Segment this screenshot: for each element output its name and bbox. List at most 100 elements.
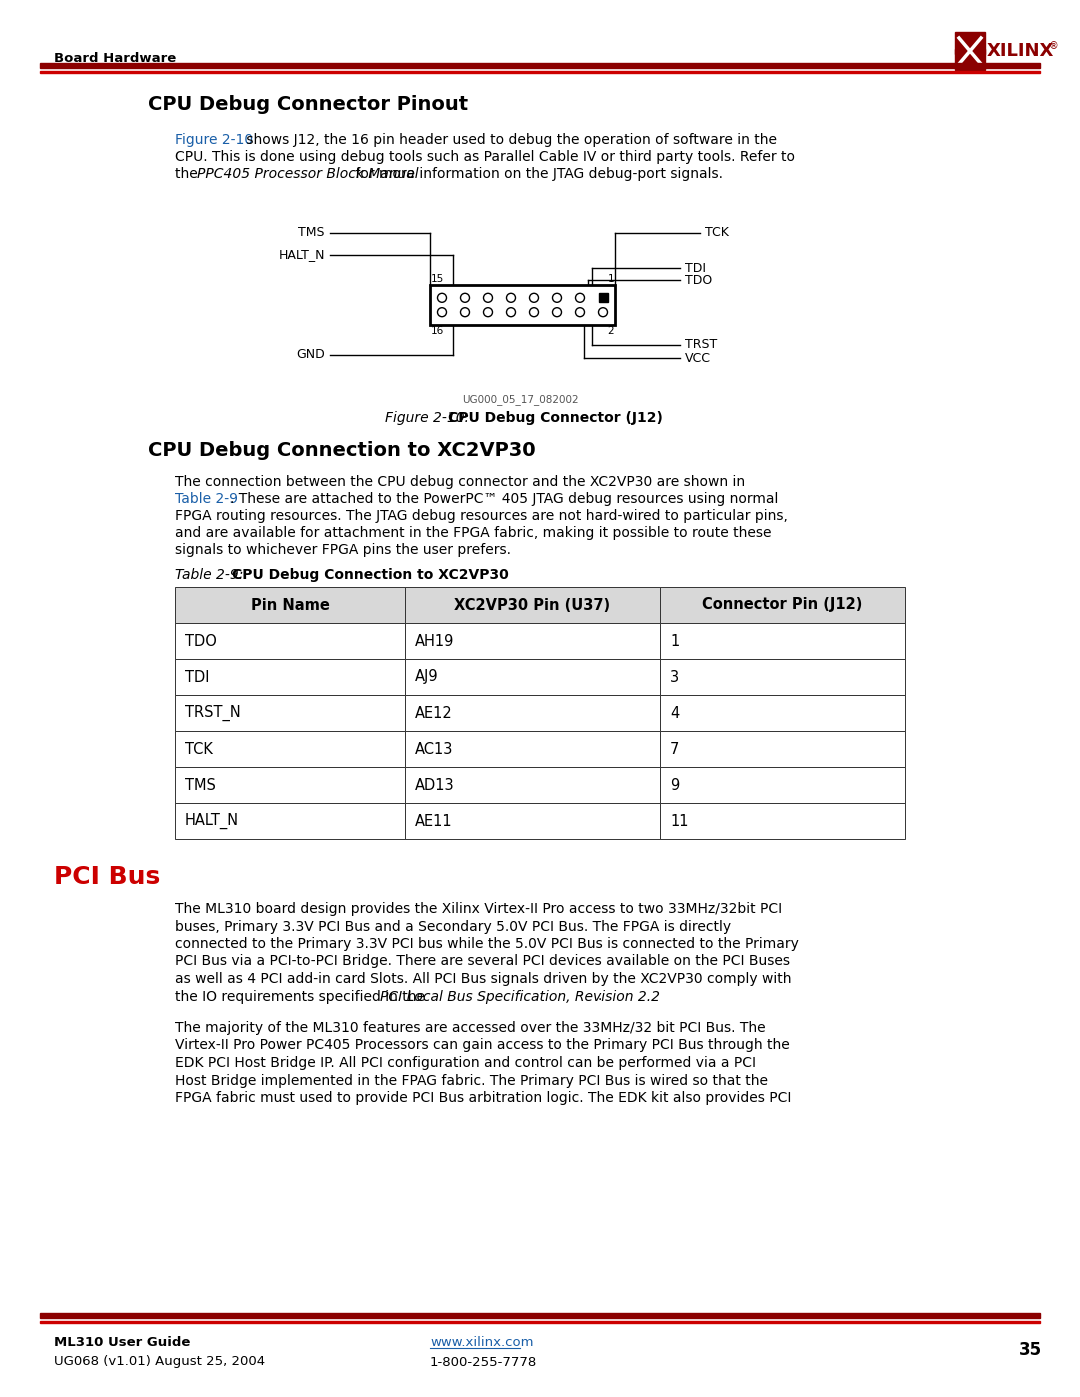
Bar — [175, 587, 405, 623]
Text: Pin Name: Pin Name — [251, 598, 329, 612]
Bar — [660, 694, 905, 731]
Text: PCI Bus via a PCI-to-PCI Bridge. There are several PCI devices available on the : PCI Bus via a PCI-to-PCI Bridge. There a… — [175, 954, 789, 968]
Text: . These are attached to the PowerPC™ 405 JTAG debug resources using normal: . These are attached to the PowerPC™ 405… — [230, 492, 779, 506]
Text: AE11: AE11 — [415, 813, 453, 828]
Bar — [660, 803, 905, 840]
Text: TRST: TRST — [685, 338, 717, 352]
Text: Board Hardware: Board Hardware — [54, 52, 176, 64]
Bar — [40, 1322, 1040, 1323]
Text: AC13: AC13 — [415, 742, 454, 757]
Text: TRST_N: TRST_N — [185, 705, 241, 721]
Bar — [40, 71, 1040, 73]
Text: PPC405 Processor Block Manual: PPC405 Processor Block Manual — [198, 168, 419, 182]
Text: .: . — [597, 989, 602, 1003]
Text: CPU Debug Connector (J12): CPU Debug Connector (J12) — [448, 411, 663, 425]
Text: FPGA fabric must used to provide PCI Bus arbitration logic. The EDK kit also pro: FPGA fabric must used to provide PCI Bus… — [175, 1091, 792, 1105]
Bar — [40, 1313, 1040, 1317]
Text: 7: 7 — [670, 742, 679, 757]
Text: signals to whichever FPGA pins the user prefers.: signals to whichever FPGA pins the user … — [175, 543, 511, 557]
Bar — [175, 803, 405, 840]
Text: AE12: AE12 — [415, 705, 453, 721]
Bar — [660, 659, 905, 694]
Bar — [405, 767, 660, 803]
Text: buses, Primary 3.3V PCI Bus and a Secondary 5.0V PCI Bus. The FPGA is directly: buses, Primary 3.3V PCI Bus and a Second… — [175, 919, 731, 933]
Bar — [660, 767, 905, 803]
Bar — [175, 767, 405, 803]
Bar — [405, 694, 660, 731]
Bar — [660, 731, 905, 767]
Text: the IO requirements specified in the: the IO requirements specified in the — [175, 989, 430, 1003]
Text: 1-800-255-7778: 1-800-255-7778 — [430, 1355, 537, 1369]
Text: connected to the Primary 3.3V PCI bus while the 5.0V PCI Bus is connected to the: connected to the Primary 3.3V PCI bus wh… — [175, 937, 799, 951]
Bar — [405, 803, 660, 840]
Text: 2: 2 — [607, 326, 615, 337]
Text: www.xilinx.com: www.xilinx.com — [430, 1337, 534, 1350]
Text: Host Bridge implemented in the FPAG fabric. The Primary PCI Bus is wired so that: Host Bridge implemented in the FPAG fabr… — [175, 1073, 768, 1087]
Text: HALT_N: HALT_N — [279, 249, 325, 261]
Bar — [405, 623, 660, 659]
Text: TDO: TDO — [185, 633, 217, 648]
Bar — [955, 32, 985, 70]
Bar — [660, 623, 905, 659]
Bar — [598, 293, 607, 302]
Text: shows J12, the 16 pin header used to debug the operation of software in the: shows J12, the 16 pin header used to deb… — [242, 133, 778, 147]
Text: The ML310 board design provides the Xilinx Virtex-II Pro access to two 33MHz/32b: The ML310 board design provides the Xili… — [175, 902, 782, 916]
Text: TCK: TCK — [185, 742, 213, 757]
Bar — [660, 587, 905, 623]
Text: Figure 2-10: Figure 2-10 — [175, 133, 253, 147]
Text: Table 2-9:: Table 2-9: — [175, 569, 243, 583]
Text: The majority of the ML310 features are accessed over the 33MHz/32 bit PCI Bus. T: The majority of the ML310 features are a… — [175, 1021, 766, 1035]
Text: TMS: TMS — [298, 226, 325, 239]
Text: CPU Debug Connector Pinout: CPU Debug Connector Pinout — [148, 95, 468, 115]
Text: PCI Local Bus Specification, Revision 2.2: PCI Local Bus Specification, Revision 2.… — [380, 989, 660, 1003]
Text: Figure 2-10:: Figure 2-10: — [384, 411, 469, 425]
Text: 35: 35 — [1018, 1341, 1041, 1359]
Text: 16: 16 — [431, 326, 444, 337]
Text: The connection between the CPU debug connector and the XC2VP30 are shown in: The connection between the CPU debug con… — [175, 475, 745, 489]
Text: AD13: AD13 — [415, 778, 455, 792]
Text: 1: 1 — [670, 633, 679, 648]
Text: VCC: VCC — [685, 352, 711, 365]
Text: GND: GND — [296, 348, 325, 362]
Text: Virtex-II Pro Power PC405 Processors can gain access to the Primary PCI Bus thro: Virtex-II Pro Power PC405 Processors can… — [175, 1038, 789, 1052]
Text: 11: 11 — [670, 813, 689, 828]
Text: 3: 3 — [670, 669, 679, 685]
Text: HALT_N: HALT_N — [185, 813, 239, 828]
Bar — [175, 694, 405, 731]
Text: XILINX: XILINX — [987, 42, 1054, 60]
Text: as well as 4 PCI add-in card Slots. All PCI Bus signals driven by the XC2VP30 co: as well as 4 PCI add-in card Slots. All … — [175, 972, 792, 986]
Text: 15: 15 — [431, 274, 444, 284]
Text: ®: ® — [1049, 41, 1058, 52]
Bar — [175, 731, 405, 767]
Text: Table 2-9: Table 2-9 — [175, 492, 238, 506]
Text: TMS: TMS — [185, 778, 216, 792]
Text: CPU Debug Connection to XC2VP30: CPU Debug Connection to XC2VP30 — [232, 569, 509, 583]
Bar — [175, 659, 405, 694]
Text: EDK PCI Host Bridge IP. All PCI configuration and control can be performed via a: EDK PCI Host Bridge IP. All PCI configur… — [175, 1056, 756, 1070]
Text: TDI: TDI — [685, 261, 706, 274]
Text: UG000_05_17_082002: UG000_05_17_082002 — [461, 394, 578, 405]
Text: TCK: TCK — [705, 226, 729, 239]
Text: XC2VP30 Pin (U37): XC2VP30 Pin (U37) — [455, 598, 610, 612]
Text: the: the — [175, 168, 202, 182]
Bar — [405, 659, 660, 694]
Text: FPGA routing resources. The JTAG debug resources are not hard-wired to particula: FPGA routing resources. The JTAG debug r… — [175, 509, 788, 522]
Bar — [40, 63, 1040, 68]
Text: TDO: TDO — [685, 274, 712, 286]
Bar — [175, 623, 405, 659]
Bar — [405, 587, 660, 623]
Text: 4: 4 — [670, 705, 679, 721]
Bar — [430, 285, 615, 326]
Text: ML310 User Guide: ML310 User Guide — [54, 1337, 190, 1350]
Text: AH19: AH19 — [415, 633, 455, 648]
Text: AJ9: AJ9 — [415, 669, 438, 685]
Text: and are available for attachment in the FPGA fabric, making it possible to route: and are available for attachment in the … — [175, 527, 771, 541]
Text: 1: 1 — [607, 274, 615, 284]
Text: UG068 (v1.01) August 25, 2004: UG068 (v1.01) August 25, 2004 — [54, 1355, 265, 1369]
Text: CPU Debug Connection to XC2VP30: CPU Debug Connection to XC2VP30 — [148, 440, 536, 460]
Text: for more information on the JTAG debug-port signals.: for more information on the JTAG debug-p… — [351, 168, 723, 182]
Bar — [405, 731, 660, 767]
Bar — [955, 49, 985, 54]
Text: PCI Bus: PCI Bus — [54, 865, 160, 888]
Text: 9: 9 — [670, 778, 679, 792]
